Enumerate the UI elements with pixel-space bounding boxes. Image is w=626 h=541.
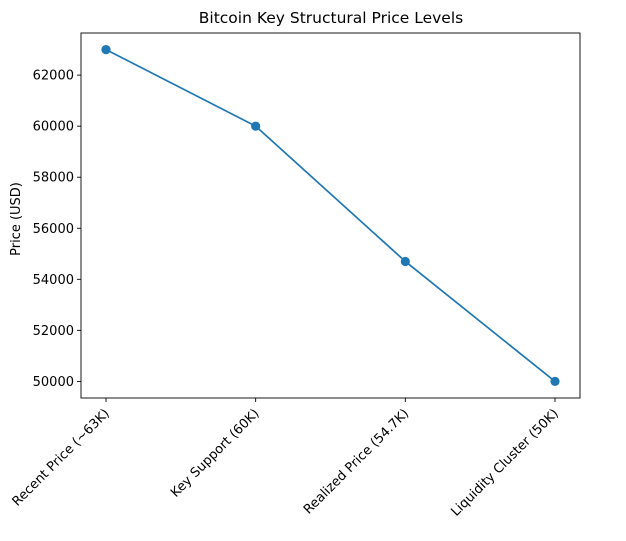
data-point [400, 256, 410, 267]
plot-frame [80, 32, 581, 399]
y-tick-label: 54000 [33, 273, 74, 288]
data-point [550, 376, 560, 387]
y-tick-label: 60000 [33, 120, 74, 135]
chart-title: Bitcoin Key Structural Price Levels [199, 9, 463, 27]
y-tick-label: 56000 [33, 222, 74, 237]
y-axis-label: Price (USD) [9, 182, 24, 256]
y-tick-label: 62000 [33, 69, 74, 84]
data-point [251, 121, 261, 131]
series-line [105, 48, 556, 383]
y-tick-label: 50000 [33, 375, 74, 390]
y-tick-label: 52000 [33, 324, 74, 339]
y-tick-label: 58000 [33, 171, 74, 186]
data-point [101, 44, 111, 55]
